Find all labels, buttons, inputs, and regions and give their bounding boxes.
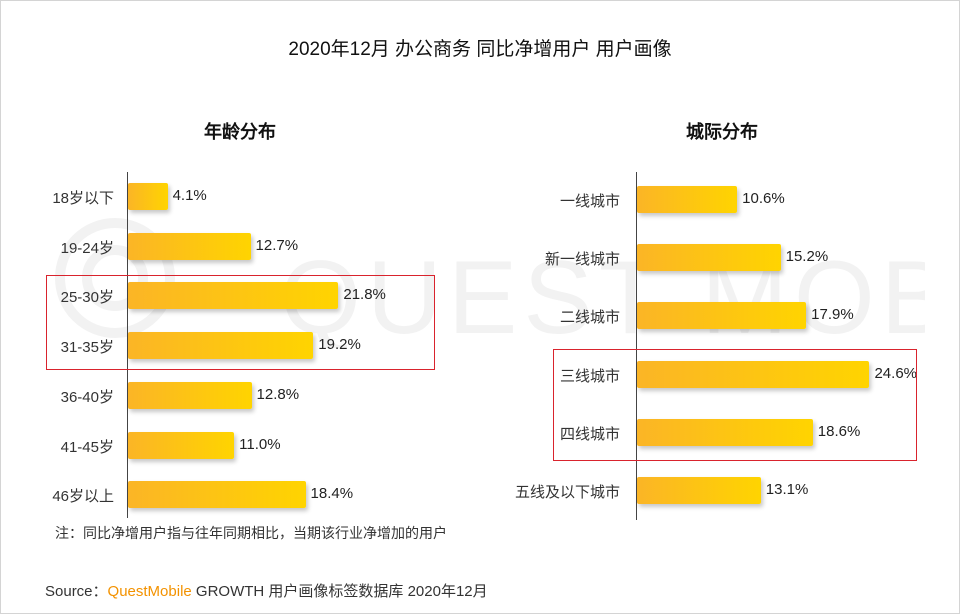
age-chart-title: 年龄分布 <box>204 122 276 142</box>
source-rest: GROWTH 用户画像标签数据库 2020年12月 <box>191 583 488 600</box>
age-bar <box>128 381 252 409</box>
age-value-label: 11.0% <box>239 435 281 453</box>
age-highlight-box <box>46 274 435 370</box>
age-category-label: 46岁以上 <box>52 488 114 506</box>
city-bar <box>637 244 781 272</box>
source-line: Source：QuestMobile GROWTH 用户画像标签数据库 2020… <box>45 580 488 601</box>
age-category-label: 25-30岁 <box>60 289 114 307</box>
footnote: 注：同比净增用户指与往年同期相比，当期该行业净增加的用户 <box>55 525 447 541</box>
age-bar <box>128 332 314 360</box>
age-value-label: 18.4% <box>310 485 354 503</box>
source-prefix: Source： <box>45 583 108 600</box>
age-category-label: 18岁以下 <box>52 190 114 207</box>
age-value-label: 4.1% <box>172 187 207 204</box>
city-bar <box>637 477 761 504</box>
age-category-label: 31-35岁 <box>60 339 114 357</box>
city-value-label: 24.6% <box>874 364 918 382</box>
age-bar <box>128 481 306 509</box>
city-axis-line <box>636 172 637 520</box>
city-chart-title: 城际分布 <box>686 122 758 142</box>
city-category-label: 五线及以下城市 <box>514 484 620 501</box>
questmobile-watermark: QUEST MOBILE <box>55 218 925 348</box>
city-category-label: 新一线城市 <box>544 251 620 269</box>
city-bar <box>637 302 807 330</box>
age-category-label: 36-40岁 <box>60 388 114 406</box>
city-bar <box>637 186 738 213</box>
city-value-label: 13.1% <box>765 481 809 498</box>
city-value-label: 15.2% <box>785 248 829 266</box>
source-brand: QuestMobile <box>107 583 192 600</box>
city-category-label: 四线城市 <box>559 425 620 443</box>
city-value-label: 17.9% <box>811 306 854 324</box>
city-bar <box>637 418 813 446</box>
page-title: 2020年12月 办公商务 同比净增用户 用户画像 <box>288 39 672 60</box>
city-bar <box>637 360 870 388</box>
age-bar <box>128 183 168 210</box>
svg-text:QUEST MOBILE: QUEST MOBILE <box>280 240 925 348</box>
age-category-label: 19-24岁 <box>60 239 114 257</box>
city-category-label: 一线城市 <box>559 193 620 210</box>
city-category-label: 三线城市 <box>559 367 620 385</box>
age-category-label: 41-45岁 <box>60 438 114 456</box>
age-value-label: 19.2% <box>318 336 361 354</box>
age-value-label: 12.7% <box>255 236 299 254</box>
age-axis-line <box>127 172 128 518</box>
city-value-label: 10.6% <box>742 190 785 207</box>
city-category-label: 二线城市 <box>559 309 620 327</box>
city-highlight-box <box>553 348 917 461</box>
age-bar <box>128 232 251 260</box>
age-bar <box>128 282 339 310</box>
age-value-label: 12.8% <box>256 385 300 403</box>
age-bar <box>128 431 235 459</box>
city-value-label: 18.6% <box>817 422 861 440</box>
age-value-label: 21.8% <box>343 286 386 304</box>
